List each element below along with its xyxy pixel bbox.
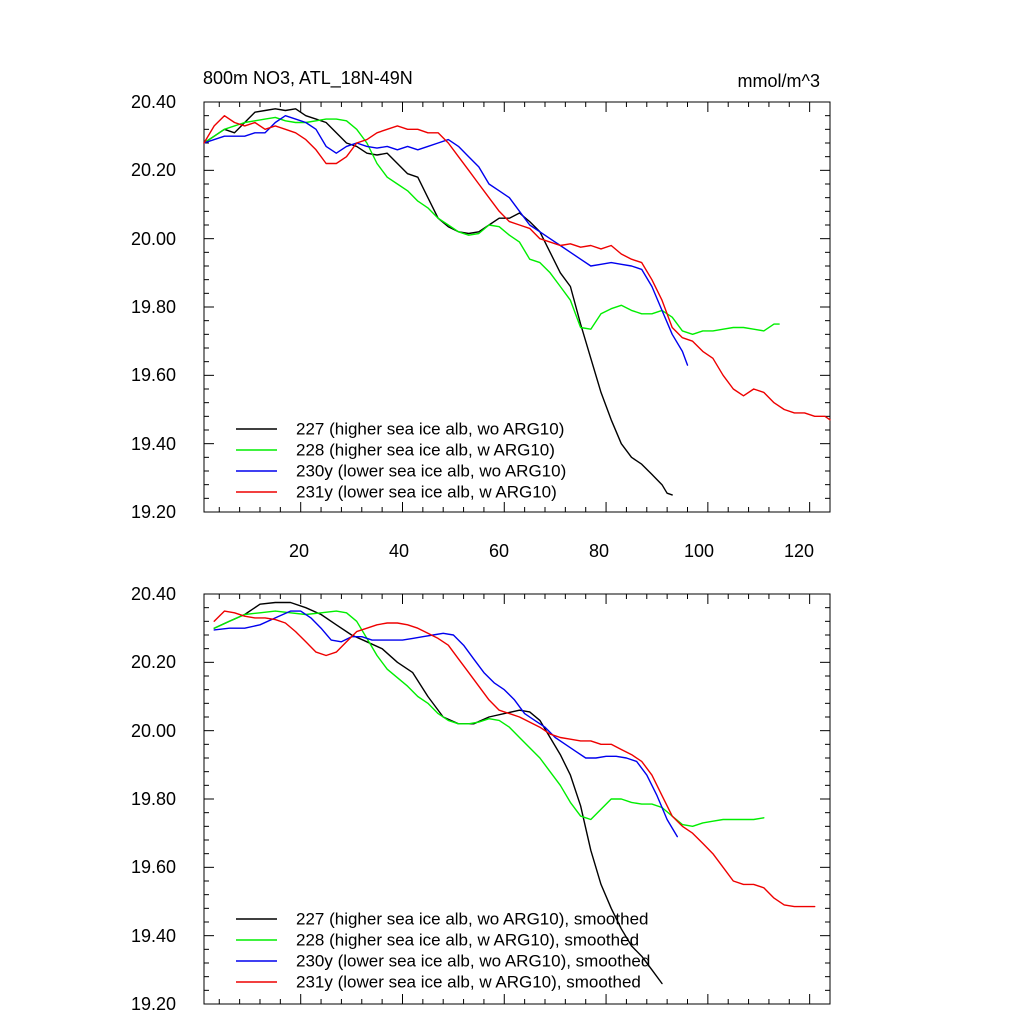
legend-label: 231y (lower sea ice alb, w ARG10), smoot… (296, 973, 641, 992)
series-line-3 (203, 115, 689, 366)
series-line-4 (213, 610, 816, 908)
series-line-1 (213, 601, 663, 985)
x-tick-label: 20 (289, 541, 309, 561)
legend-label: 230y (lower sea ice alb, wo ARG10) (296, 462, 566, 481)
panel-bottom: 19.20 19.40 19.60 19.80 20.00 20.20 20.4… (131, 584, 831, 1014)
series-line-1 (203, 108, 673, 496)
y-tick-label: 19.80 (131, 297, 176, 317)
x-tick-label: 80 (589, 541, 609, 561)
x-tick-label: 100 (684, 541, 714, 561)
series-line-2 (203, 116, 780, 335)
y-tick-label: 20.20 (131, 652, 176, 672)
series-line-3 (213, 610, 678, 838)
series-line-2 (213, 610, 765, 827)
y-tick-label: 20.40 (131, 92, 176, 112)
y-tick-label: 19.80 (131, 789, 176, 809)
series-group-bottom (213, 601, 816, 985)
x-tick-label: 120 (784, 541, 814, 561)
legend-label: 228 (higher sea ice alb, w ARG10), smoot… (296, 931, 639, 950)
series-line-4 (203, 115, 831, 421)
y-tick-label: 19.40 (131, 926, 176, 946)
y-tick-label: 19.20 (131, 502, 176, 522)
ticks-bottom (204, 593, 831, 1005)
panel-top: 800m NO3, ATL_18N-49N mmol/m^3 19.20 19.… (131, 68, 831, 561)
y-tick-label: 20.00 (131, 229, 176, 249)
y-tick-label: 19.60 (131, 857, 176, 877)
x-tick-labels-top: 20 40 60 80 100 120 (289, 541, 814, 561)
legend-top: 227 (higher sea ice alb, wo ARG10) 228 (… (236, 420, 566, 502)
legend-label: 230y (lower sea ice alb, wo ARG10), smoo… (296, 952, 650, 971)
y-tick-label: 19.60 (131, 365, 176, 385)
chart-title: 800m NO3, ATL_18N-49N (203, 68, 413, 89)
x-tick-label: 60 (489, 541, 509, 561)
y-tick-label: 20.00 (131, 721, 176, 741)
x-tick-label: 40 (389, 541, 409, 561)
legend-label: 227 (higher sea ice alb, wo ARG10), smoo… (296, 910, 648, 929)
series-group-top (203, 108, 831, 496)
chart-units: mmol/m^3 (738, 71, 820, 91)
y-tick-label: 20.20 (131, 160, 176, 180)
legend-label: 231y (lower sea ice alb, w ARG10) (296, 483, 557, 502)
ticks-top (204, 101, 831, 513)
y-tick-label: 19.40 (131, 434, 176, 454)
y-tick-labels-bottom: 19.20 19.40 19.60 19.80 20.00 20.20 20.4… (131, 584, 176, 1014)
y-tick-label: 19.20 (131, 994, 176, 1014)
y-tick-label: 20.40 (131, 584, 176, 604)
legend-label: 227 (higher sea ice alb, wo ARG10) (296, 420, 564, 439)
legend-bottom: 227 (higher sea ice alb, wo ARG10), smoo… (236, 910, 650, 992)
y-tick-labels-top: 19.20 19.40 19.60 19.80 20.00 20.20 20.4… (131, 92, 176, 522)
legend-label: 228 (higher sea ice alb, w ARG10) (296, 441, 555, 460)
